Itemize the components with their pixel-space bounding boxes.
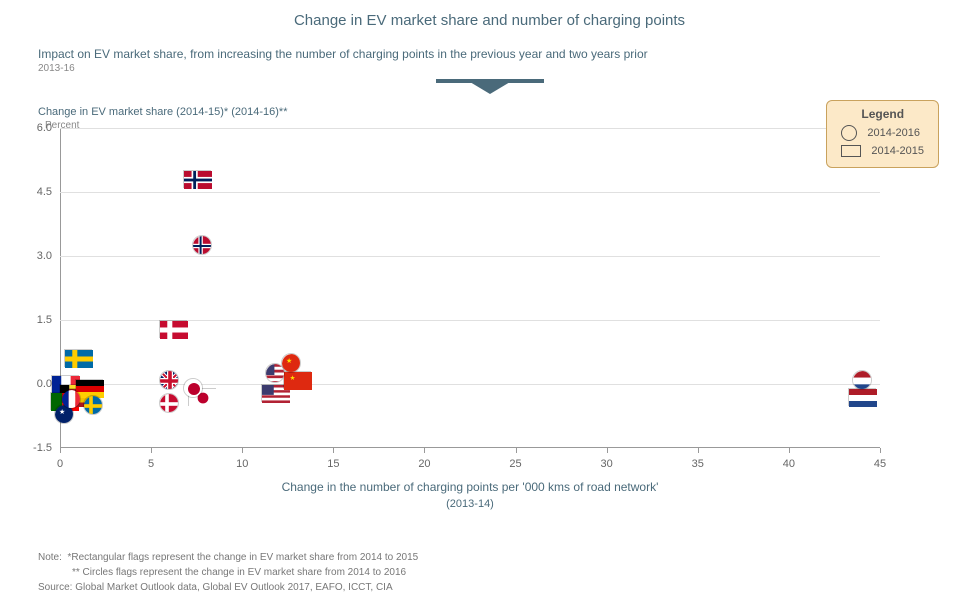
flag-circle-netherlands xyxy=(852,370,872,390)
source: Global Market Outlook data, Global EV Ou… xyxy=(75,582,392,593)
x-tick-label: 40 xyxy=(783,458,795,470)
y-gridline xyxy=(60,256,880,257)
x-tick-label: 35 xyxy=(692,458,704,470)
flag-rect-china: ★ xyxy=(283,371,311,389)
x-tick xyxy=(242,448,243,453)
y-tick-label: 4.5 xyxy=(22,186,52,198)
x-tick-label: 15 xyxy=(327,458,339,470)
source-label: Source: xyxy=(38,582,72,593)
y-tick-label: 0.0 xyxy=(22,378,52,390)
chart-title: Change in EV market share and number of … xyxy=(0,0,979,29)
flag-circle-china: ★ xyxy=(281,353,301,373)
flag-rect-netherlands xyxy=(848,388,876,406)
flag-circle-sweden xyxy=(83,395,103,415)
legend: Legend 2014-2016 2014-2015 xyxy=(826,100,939,168)
x-tick xyxy=(60,448,61,453)
flag-circle-japan xyxy=(183,378,203,398)
flag-circle-norway xyxy=(192,235,212,255)
note2: ** Circles flags represent the change in… xyxy=(72,567,406,578)
legend-circle-icon xyxy=(841,125,857,141)
svg-text:★: ★ xyxy=(289,375,295,382)
x-tick-label: 0 xyxy=(57,458,63,470)
y-gridline xyxy=(60,192,880,193)
y-tick-label: -1.5 xyxy=(22,442,52,454)
x-tick xyxy=(880,448,881,453)
flag-rect-sweden xyxy=(64,349,92,367)
flag-circle-denmark xyxy=(159,393,179,413)
x-tick xyxy=(333,448,334,453)
flag-circle-france xyxy=(61,389,81,409)
legend-rect-icon xyxy=(841,145,861,157)
x-tick-label: 25 xyxy=(509,458,521,470)
y-gridline xyxy=(60,128,880,129)
x-tick xyxy=(607,448,608,453)
y-tick-label: 3.0 xyxy=(22,250,52,262)
note-label: Note: xyxy=(38,552,62,563)
svg-text:★: ★ xyxy=(59,408,65,416)
x-tick xyxy=(698,448,699,453)
legend-rect-label: 2014-2015 xyxy=(871,145,924,157)
x-axis-title: Change in the number of charging points … xyxy=(282,480,659,494)
chart-date: 2013-16 xyxy=(0,61,979,74)
x-tick-label: 20 xyxy=(418,458,430,470)
arrow-down-icon xyxy=(470,82,510,94)
x-axis xyxy=(60,447,880,448)
chart-subtitle: Impact on EV market share, from increasi… xyxy=(0,29,979,61)
scatter-plot: Change in the number of charging points … xyxy=(60,128,880,448)
legend-circle-label: 2014-2016 xyxy=(867,127,920,139)
legend-title: Legend xyxy=(841,107,924,121)
flag-rect-norway xyxy=(183,170,211,188)
y-axis-title: Change in EV market share (2014-15)* (20… xyxy=(38,106,287,118)
x-tick xyxy=(151,448,152,453)
x-tick xyxy=(424,448,425,453)
y-tick-label: 6.0 xyxy=(22,122,52,134)
x-tick-label: 10 xyxy=(236,458,248,470)
x-tick xyxy=(516,448,517,453)
y-tick-label: 1.5 xyxy=(22,314,52,326)
chart-notes: Note: *Rectangular flags represent the c… xyxy=(38,550,418,595)
x-tick xyxy=(789,448,790,453)
x-tick-label: 45 xyxy=(874,458,886,470)
note1: *Rectangular flags represent the change … xyxy=(67,552,418,563)
x-axis-sub: (2013-14) xyxy=(446,498,494,510)
x-tick-label: 30 xyxy=(601,458,613,470)
flag-circle-uk xyxy=(159,370,179,390)
svg-text:★: ★ xyxy=(286,357,292,365)
x-tick-label: 5 xyxy=(148,458,154,470)
flag-rect-denmark xyxy=(159,320,187,338)
